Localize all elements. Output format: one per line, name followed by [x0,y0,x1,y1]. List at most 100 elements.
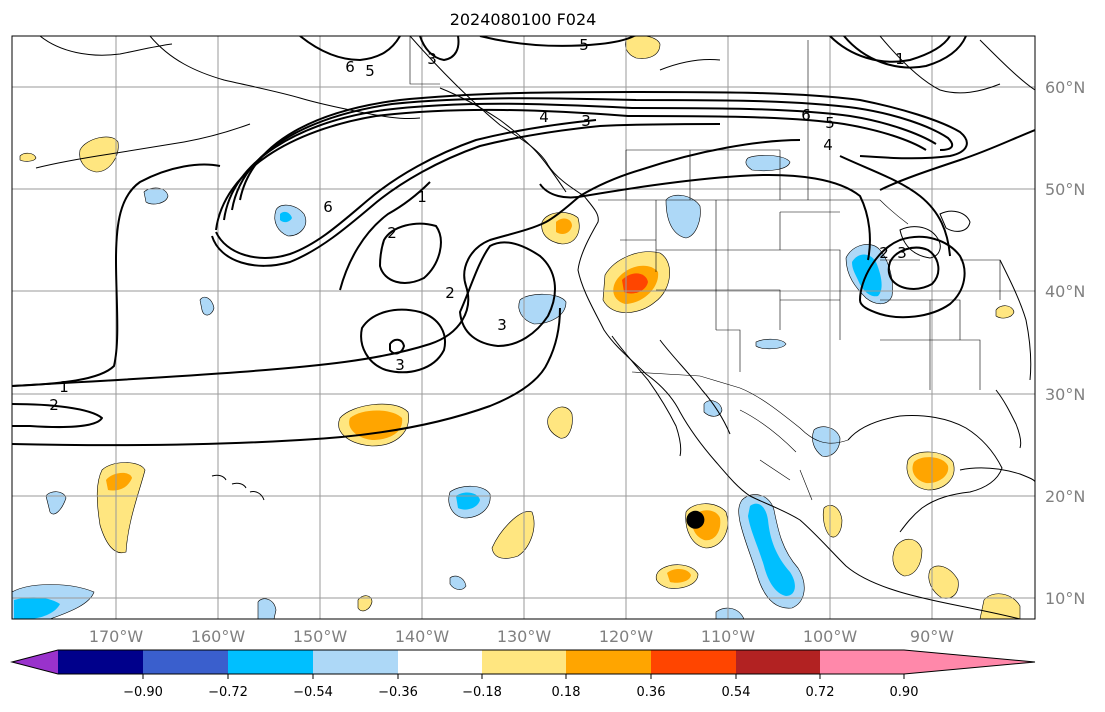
colorbar-tick-label: −0.90 [123,685,163,700]
anomaly-region-small-2 [995,305,1015,319]
colorbar-tick-label: −0.72 [208,685,248,700]
colorbar: −0.90 −0.72 −0.54 −0.36 −0.18 0.18 0.36 … [10,649,1036,700]
contour-label: 2 [49,396,59,414]
labrador [979,39,1035,91]
contour-label: 6 [345,58,355,76]
colorbar-segment [398,650,482,674]
contour-jet-6 [215,119,597,259]
contour-label: 1 [895,50,905,68]
contour-3-ring [360,308,446,374]
contour-ne-rings [829,36,967,69]
yukon-lakes [659,59,721,71]
anomaly-region-mexico-w [822,505,843,538]
anomaly-region-small-3 [19,152,37,162]
contour-midwest-low [859,235,966,319]
state-borders-west [620,200,841,372]
north-america-coastline [409,36,1021,619]
contour-jet-4 [215,108,927,231]
chart-title: 2024080100 F024 [450,10,597,29]
anomaly-region-montana [665,194,701,239]
contour-1-left [12,163,221,387]
alaska-panhandle [439,87,567,193]
anomaly-region-pacific-3 [547,406,573,439]
anomaly-region-cam-2 [928,565,959,599]
contour-label: 4 [539,108,549,126]
colorbar-segment [482,650,566,674]
latitude-tick-labels: 10°N 20°N 30°N 40°N 50°N 60°N [1045,78,1085,608]
lat-tick-label: 10°N [1045,589,1085,608]
contour-3-tiny [389,338,405,355]
contour-label: 3 [897,244,907,262]
lon-tick-label: 110°W [701,627,756,646]
contour-label: 5 [365,62,375,80]
us-mexico-border [631,371,849,444]
contour-e-arc [839,155,951,257]
lon-tick-label: 140°W [395,627,450,646]
state-borders-east [880,259,1001,390]
contour-label: 4 [823,136,833,154]
anomaly-region-hawaii-sw-core [106,472,132,491]
contour-label: 2 [387,224,397,242]
contour-label: 6 [801,106,811,124]
anomaly-region-small-8 [755,338,787,350]
anomaly-region-mexico-pac-core [748,503,795,596]
contour-jet-2 [231,97,954,211]
lat-tick-label: 40°N [1045,282,1085,301]
gulf-of-california [659,339,731,435]
height-contours [12,36,1035,447]
lat-tick-label: 30°N [1045,385,1085,404]
contour-label: 1 [417,188,427,206]
contour-1-right-bend [539,173,871,261]
hawaii-islands [211,474,265,501]
lon-tick-label: 150°W [293,627,348,646]
anomaly-region-small-7 [703,400,723,417]
anomaly-region-gulf-core [912,457,949,484]
colorbar-segment [143,650,228,674]
coastlines [35,36,1035,619]
colorbar-segment [58,650,143,674]
colorbar-segment [820,650,904,674]
colorbar-tick-label: −0.36 [378,685,418,700]
contour-2-lower [12,403,103,429]
colorbar-tick-label: 0.18 [552,685,581,700]
lon-tick-label: 100°W [803,627,858,646]
baja-peninsula [611,335,682,457]
contour-label: 5 [579,36,589,54]
anomaly-region-small-1 [357,595,373,612]
contour-jet-1 [239,91,968,201]
contour-5-upper [479,36,635,47]
contour-6-upper [299,36,401,61]
anomaly-region-texas-w [812,426,841,457]
longitude-tick-labels: 170°W 160°W 150°W 140°W 130°W 120°W 110°… [89,627,954,646]
map-frame [11,35,1036,620]
anomaly-region-pacific-4-core [456,492,480,510]
contour-labels: 6 5 3 5 4 3 6 5 4 1 6 1 2 2 3 3 1 2 2 3 [49,36,907,414]
alaska-coast [149,36,421,119]
gulf-of-mexico-coast [847,415,1003,533]
colorbar-tick-label: 0.90 [890,685,919,700]
colorbar-outline [10,649,1036,675]
storm-center-marker [686,510,705,529]
colorbar-tick-label: 0.72 [806,685,835,700]
colorbar-segment [313,650,398,674]
anomaly-region-small-6 [257,598,277,619]
contour-label: 3 [581,112,591,130]
contour-label: 3 [395,356,405,374]
anomaly-region-canada [745,155,791,172]
colorbar-extend-high [904,650,1035,674]
contour-1-large [12,139,801,387]
contour-2-ring [379,222,442,284]
lon-tick-label: 130°W [497,627,552,646]
anomaly-region-yukon [625,36,661,59]
contour-label: 2 [445,284,455,302]
lon-tick-label: 160°W [191,627,246,646]
colorbar-segment [651,650,736,674]
us-canada-border [598,199,909,225]
cuba [959,467,1035,483]
anomaly-region-alaska-w [79,136,119,173]
gridlines [12,36,1035,619]
anomaly-region-sw-corner-core [14,597,60,619]
great-lakes-2 [939,210,971,232]
contour-3-upper [419,36,460,61]
